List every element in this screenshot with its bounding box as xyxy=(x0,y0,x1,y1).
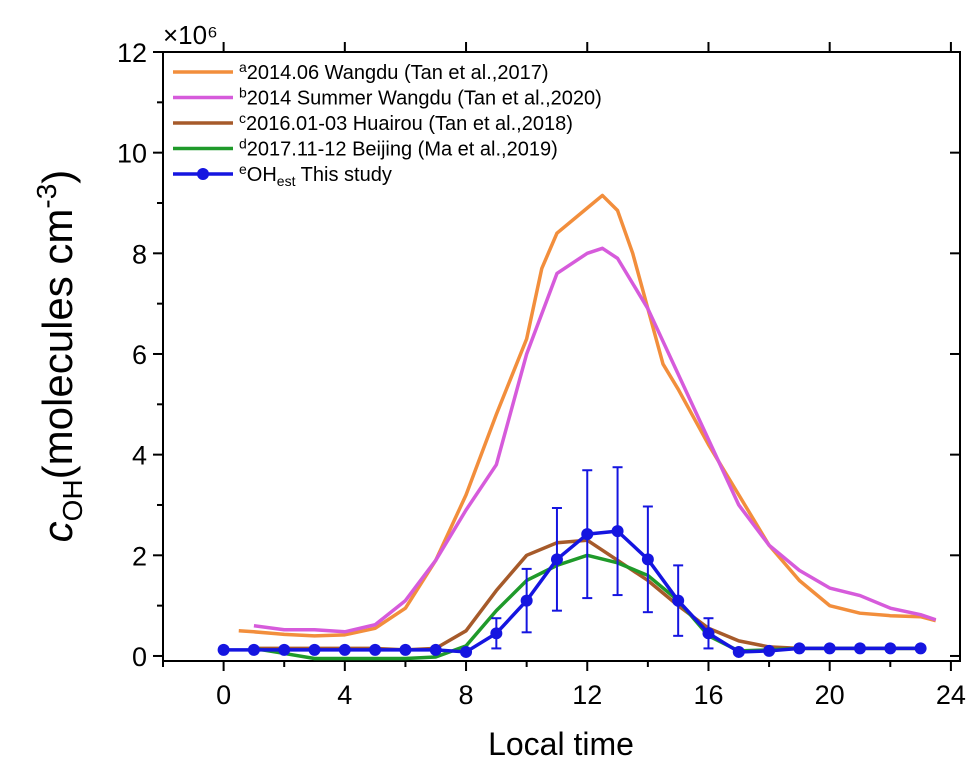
x-axis-label: Local time xyxy=(488,726,634,762)
marker xyxy=(823,642,836,655)
y-tick-label: 2 xyxy=(132,541,147,571)
x-tick-label: 20 xyxy=(815,680,845,710)
marker xyxy=(793,642,806,655)
legend-name: 2016.01-03 Huairou (Tan et al.,2018) xyxy=(246,113,573,135)
y-label-main: c xyxy=(34,521,81,542)
legend-suffix: This study xyxy=(295,164,391,186)
x-tick-label: 12 xyxy=(572,680,602,710)
plot-frame xyxy=(162,51,961,662)
marker xyxy=(520,594,533,607)
marker xyxy=(672,594,685,607)
legend-label: c2016.01-03 Huairou (Tan et al.,2018) xyxy=(239,110,573,135)
marker xyxy=(641,553,654,566)
marker xyxy=(460,645,473,658)
marker xyxy=(247,643,260,656)
legend-name: 2014.06 Wangdu (Tan et al.,2017) xyxy=(247,62,549,84)
legend-label: b2014 Summer Wangdu (Tan et al.,2020) xyxy=(239,85,602,110)
marker xyxy=(732,645,745,658)
legend-name: 2017.11-12 Beijing (Ma et al.,2019) xyxy=(247,139,558,161)
legend-sup: d xyxy=(239,136,247,152)
legend-sub: est xyxy=(277,173,296,189)
y-label-end: ) xyxy=(34,170,81,184)
x-tick-label: 8 xyxy=(459,680,474,710)
marker xyxy=(338,643,351,656)
marker xyxy=(399,643,412,656)
y-label-sub: OH xyxy=(57,479,88,521)
marker xyxy=(550,553,563,566)
y-tick-label: 6 xyxy=(132,340,147,370)
y-tick-label: 8 xyxy=(132,239,147,269)
marker xyxy=(369,643,382,656)
marker xyxy=(884,642,897,655)
y-tick-label: 4 xyxy=(132,441,147,471)
legend-sup: c xyxy=(239,110,246,126)
y-axis-label: cOH(molecules cm-3) xyxy=(31,170,88,543)
legend-sup: e xyxy=(239,161,247,177)
legend-label: eOHest This study xyxy=(239,161,392,189)
legend-label: d2017.11-12 Beijing (Ma et al.,2019) xyxy=(239,136,558,161)
y-tick-label: 12 xyxy=(117,38,147,68)
marker xyxy=(581,528,594,541)
marker xyxy=(611,525,624,538)
legend-marker xyxy=(197,168,209,180)
series-line xyxy=(238,193,937,638)
y-multiplier: ×10⁶ xyxy=(163,20,218,50)
marker xyxy=(914,642,927,655)
marker xyxy=(490,627,503,640)
series-line xyxy=(253,246,937,634)
legend-sup: b xyxy=(239,85,247,101)
x-tick-label: 24 xyxy=(936,680,966,710)
legend-sup: a xyxy=(239,59,247,75)
y-label-text: (molecules cm xyxy=(34,209,81,480)
x-tick-label: 16 xyxy=(693,680,723,710)
y-label-sup: -3 xyxy=(31,184,62,209)
marker xyxy=(763,644,776,657)
marker xyxy=(429,643,442,656)
marker xyxy=(853,642,866,655)
marker xyxy=(217,643,230,656)
y-tick-label: 10 xyxy=(117,139,147,169)
y-tick-label: 0 xyxy=(132,642,147,672)
legend-name: OH xyxy=(247,164,277,186)
x-tick-label: 0 xyxy=(216,680,231,710)
marker xyxy=(278,643,291,656)
legend-label: a2014.06 Wangdu (Tan et al.,2017) xyxy=(239,59,549,84)
marker xyxy=(308,643,321,656)
legend-name: 2014 Summer Wangdu (Tan et al.,2020) xyxy=(247,88,602,110)
x-tick-label: 4 xyxy=(337,680,352,710)
marker xyxy=(702,627,715,640)
